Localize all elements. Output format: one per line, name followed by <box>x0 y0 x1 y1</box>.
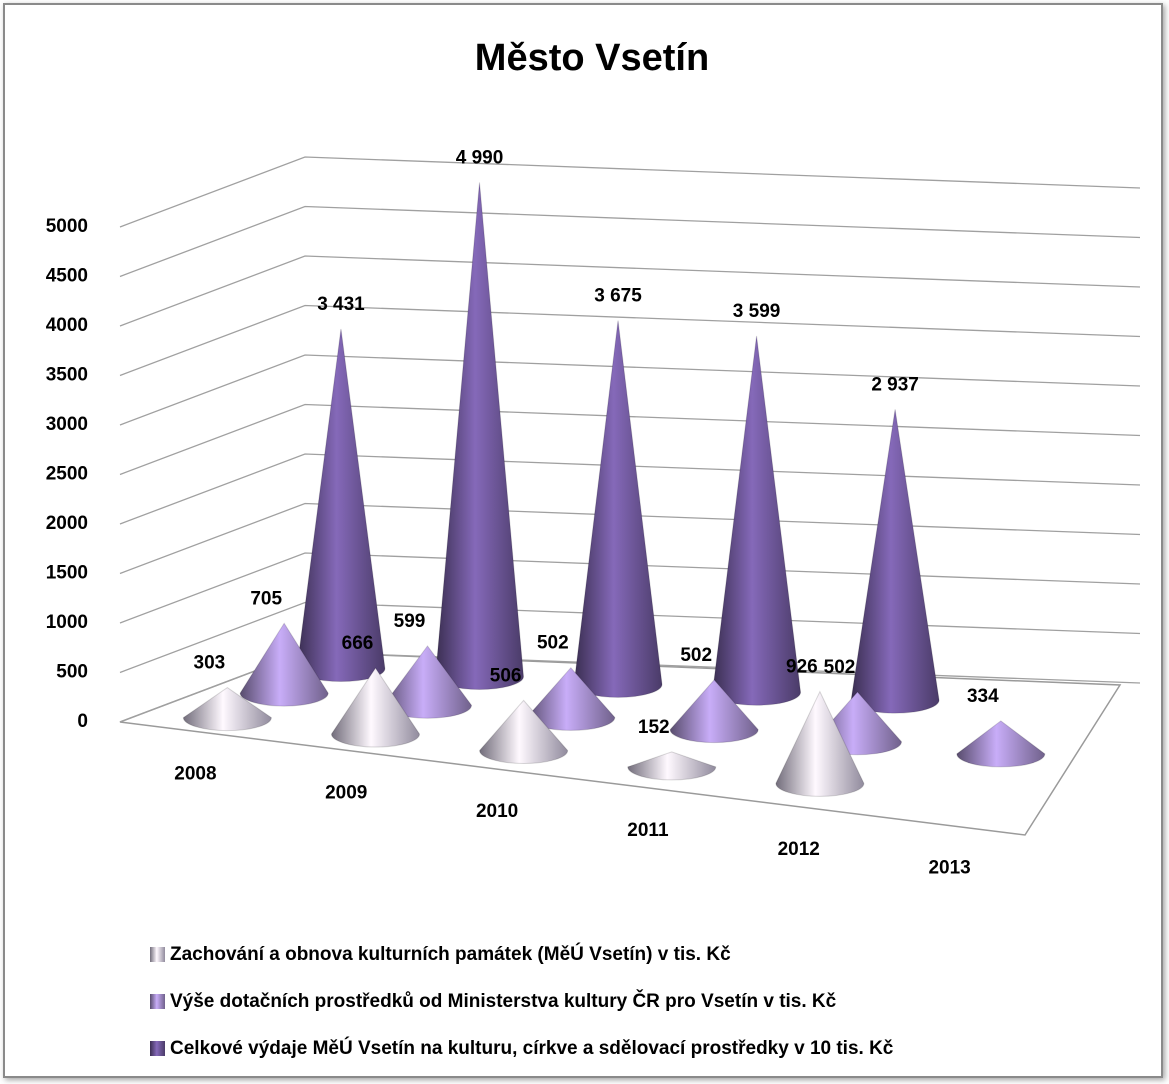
legend-label: Celkové výdaje MěÚ Vsetín na kulturu, cí… <box>170 1037 894 1059</box>
grid-line <box>119 304 1141 377</box>
legend: Zachování a obnova kulturních památek (M… <box>150 943 894 1059</box>
data-label: 502 <box>537 633 569 654</box>
y-tick-label: 1000 <box>46 612 88 633</box>
data-label: 3 431 <box>317 294 365 315</box>
x-tick-label: 2009 <box>325 782 367 803</box>
y-tick-label: 2000 <box>46 513 88 534</box>
data-label: 334 <box>967 686 999 707</box>
y-tick-label: 1500 <box>46 563 88 584</box>
grid-line <box>119 205 1141 278</box>
cone <box>479 699 569 764</box>
grid-line <box>119 502 1141 575</box>
cone <box>182 687 272 732</box>
grid-line <box>119 453 1141 525</box>
cone <box>669 679 759 744</box>
chart-frame <box>3 3 1163 1078</box>
data-label: 3 599 <box>733 301 781 322</box>
data-label: 506 <box>490 665 522 686</box>
legend-swatch <box>150 947 165 962</box>
x-tick-label: 2013 <box>928 858 970 879</box>
data-label: 502 <box>680 645 712 666</box>
legend-label: Výše dotačních prostředků od Ministerstv… <box>170 990 837 1012</box>
legend-label: Zachování a obnova kulturních památek (M… <box>170 943 731 965</box>
legend-swatch <box>150 1041 165 1056</box>
data-label: 599 <box>394 611 426 632</box>
marks: 3 431 4 990 3 675 3 599 2 937 705 599 502 502 502… <box>182 147 1046 797</box>
y-tick-label: 0 <box>77 711 88 732</box>
grid-line <box>119 601 1141 674</box>
grid-line <box>119 156 1141 228</box>
grid: 0 500 1000 1500 2000 2500 3000 3500 4000 4500 5000… <box>46 156 1141 879</box>
y-tick-label: 5000 <box>46 216 88 237</box>
y-tick-label: 4500 <box>46 266 88 287</box>
cone <box>239 622 329 707</box>
y-tick-label: 500 <box>56 662 88 683</box>
data-label: 666 <box>342 633 374 654</box>
x-tick-label: 2011 <box>627 820 669 841</box>
y-tick-label: 4000 <box>46 315 88 336</box>
y-tick-label: 3000 <box>46 414 88 435</box>
x-tick-label: 2010 <box>476 801 518 822</box>
data-label: 303 <box>194 653 226 674</box>
grid-line <box>119 403 1141 476</box>
chart-title: Město Vsetín <box>475 37 709 79</box>
data-label: 3 675 <box>594 286 642 307</box>
data-label: 502 <box>824 657 856 678</box>
y-tick-label: 3500 <box>46 365 88 386</box>
y-tick-label: 2500 <box>46 464 88 485</box>
data-label: 705 <box>250 588 282 609</box>
grid-line <box>119 354 1141 426</box>
grid-line <box>119 255 1141 327</box>
legend-swatch <box>150 994 165 1009</box>
data-label: 926 <box>786 657 818 678</box>
x-tick-label: 2012 <box>778 839 820 860</box>
data-label: 2 937 <box>871 374 919 395</box>
cone <box>956 720 1046 768</box>
cone <box>775 690 865 797</box>
grid-line <box>119 552 1141 624</box>
x-tick-label: 2008 <box>174 763 216 784</box>
cone <box>627 751 717 781</box>
cone <box>330 667 421 748</box>
data-label: 152 <box>638 717 670 738</box>
data-label: 4 990 <box>456 147 504 168</box>
